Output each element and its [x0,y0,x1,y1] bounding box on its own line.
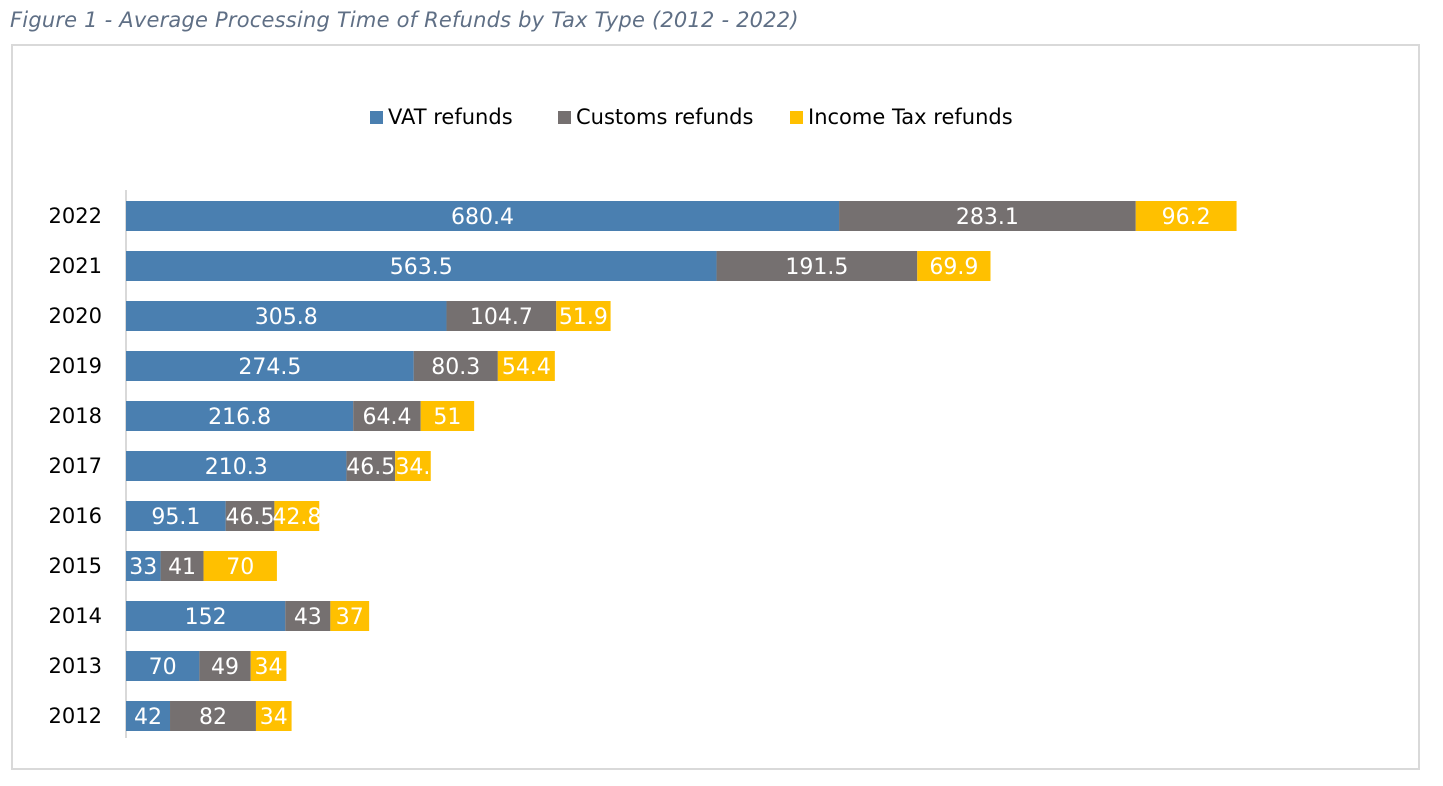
data-label-vat-refunds-2017: 210.3 [205,455,268,480]
legend-item-income-tax-refunds: Income Tax refunds [790,105,1013,129]
bar-customs-refunds-2015 [160,551,204,581]
figure-title: Figure 1 - Average Processing Time of Re… [10,8,799,32]
bar-vat-refunds-2018 [126,401,354,431]
legend-label-customs-refunds: Customs refunds [576,105,753,129]
category-label-2019: 2019 [49,354,102,378]
bar-customs-refunds-2017 [346,451,396,481]
data-label-income-tax-refunds-2015: 70 [226,555,254,580]
data-label-income-tax-refunds-2012: 34 [260,705,288,730]
category-label-2016: 2016 [49,504,102,528]
data-label-vat-refunds-2019: 274.5 [238,355,301,380]
data-label-income-tax-refunds-2018: 51 [433,405,461,430]
bar-income-tax-refunds-2019 [497,351,555,381]
data-label-customs-refunds-2022: 283.1 [956,205,1019,230]
bar-income-tax-refunds-2022 [1135,201,1237,231]
bar-customs-refunds-2013 [199,651,251,681]
bar-vat-refunds-2014 [126,601,286,631]
bar-income-tax-refunds-2016 [274,501,320,531]
data-label-income-tax-refunds-2013: 34 [255,655,283,680]
category-label-2017: 2017 [49,454,102,478]
bar-income-tax-refunds-2021 [917,251,991,281]
category-label-2015: 2015 [49,554,102,578]
data-label-income-tax-refunds-2019: 54.4 [502,355,551,380]
category-label-2013: 2013 [49,654,102,678]
bar-vat-refunds-2013 [126,651,200,681]
data-label-customs-refunds-2021: 191.5 [785,255,848,280]
category-label-2014: 2014 [49,604,102,628]
category-label-2012: 2012 [49,704,102,728]
bar-vat-refunds-2016 [126,501,226,531]
data-label-customs-refunds-2020: 104.7 [470,305,533,330]
data-label-income-tax-refunds-2014: 37 [336,605,364,630]
bar-customs-refunds-2022 [839,201,1136,231]
data-label-vat-refunds-2012: 42 [134,705,162,730]
legend-swatch-vat-refunds [370,111,383,124]
legend-label-income-tax-refunds: Income Tax refunds [808,105,1013,129]
data-label-vat-refunds-2014: 152 [185,605,227,630]
data-label-customs-refunds-2017: 46.5 [346,455,395,480]
data-label-customs-refunds-2016: 46.5 [226,505,275,530]
data-label-income-tax-refunds-2016: 42.8 [272,505,321,530]
bar-customs-refunds-2021 [716,251,918,281]
bar-customs-refunds-2014 [285,601,331,631]
bar-vat-refunds-2020 [126,301,447,331]
bar-vat-refunds-2017 [126,451,347,481]
data-label-income-tax-refunds-2022: 96.2 [1162,205,1211,230]
bar-customs-refunds-2012 [170,701,256,731]
bar-income-tax-refunds-2012 [255,701,292,731]
bar-customs-refunds-2016 [225,501,275,531]
bar-vat-refunds-2012 [126,701,171,731]
data-label-customs-refunds-2019: 80.3 [431,355,480,380]
bar-income-tax-refunds-2018 [420,401,475,431]
data-label-customs-refunds-2018: 64.4 [362,405,411,430]
bar-income-tax-refunds-2015 [203,551,277,581]
category-axis-labels: 2022 2021 2020 2019 2018 2017 2016 2015 2014 2013… [49,204,102,728]
data-label-vat-refunds-2022: 680.4 [451,205,514,230]
bar-vat-refunds-2015 [126,551,161,581]
data-label-customs-refunds-2013: 49 [211,655,239,680]
data-label-income-tax-refunds-2020: 51.9 [559,305,608,330]
data-labels: 680.4 283.1 96.2 563.5 191.5 69.9 305.8 104.7 51… [129,205,1210,730]
legend-swatch-customs-refunds [558,111,571,124]
legend-swatch-income-tax-refunds [790,111,803,124]
data-label-customs-refunds-2012: 82 [199,705,227,730]
data-label-customs-refunds-2014: 43 [294,605,322,630]
bar-income-tax-refunds-2020 [556,301,611,331]
category-label-2018: 2018 [49,404,102,428]
category-label-2020: 2020 [49,304,102,328]
bar-customs-refunds-2020 [446,301,557,331]
bar-vat-refunds-2019 [126,351,414,381]
data-label-vat-refunds-2020: 305.8 [255,305,318,330]
data-label-vat-refunds-2021: 563.5 [390,255,453,280]
bar-segments [126,201,1237,731]
category-label-2022: 2022 [49,204,102,228]
data-label-vat-refunds-2018: 216.8 [208,405,271,430]
category-label-2021: 2021 [49,254,102,278]
bar-income-tax-refunds-2013 [250,651,287,681]
legend-item-customs-refunds: Customs refunds [558,105,753,129]
legend-label-vat-refunds: VAT refunds [388,105,513,129]
bar-customs-refunds-2019 [413,351,498,381]
data-label-income-tax-refunds-2017: 34. [395,455,430,480]
bar-customs-refunds-2018 [353,401,421,431]
data-label-income-tax-refunds-2021: 69.9 [929,255,978,280]
legend-item-vat-refunds: VAT refunds [370,105,513,129]
bar-income-tax-refunds-2017 [395,451,431,481]
chart-legend: VAT refunds Customs refunds Income Tax ref… [370,105,1013,129]
bar-vat-refunds-2021 [126,251,717,281]
data-label-vat-refunds-2016: 95.1 [151,505,200,530]
data-label-vat-refunds-2015: 33 [129,555,157,580]
data-label-vat-refunds-2013: 70 [149,655,177,680]
bar-income-tax-refunds-2014 [330,601,370,631]
data-label-customs-refunds-2015: 41 [168,555,196,580]
bar-vat-refunds-2022 [126,201,840,231]
